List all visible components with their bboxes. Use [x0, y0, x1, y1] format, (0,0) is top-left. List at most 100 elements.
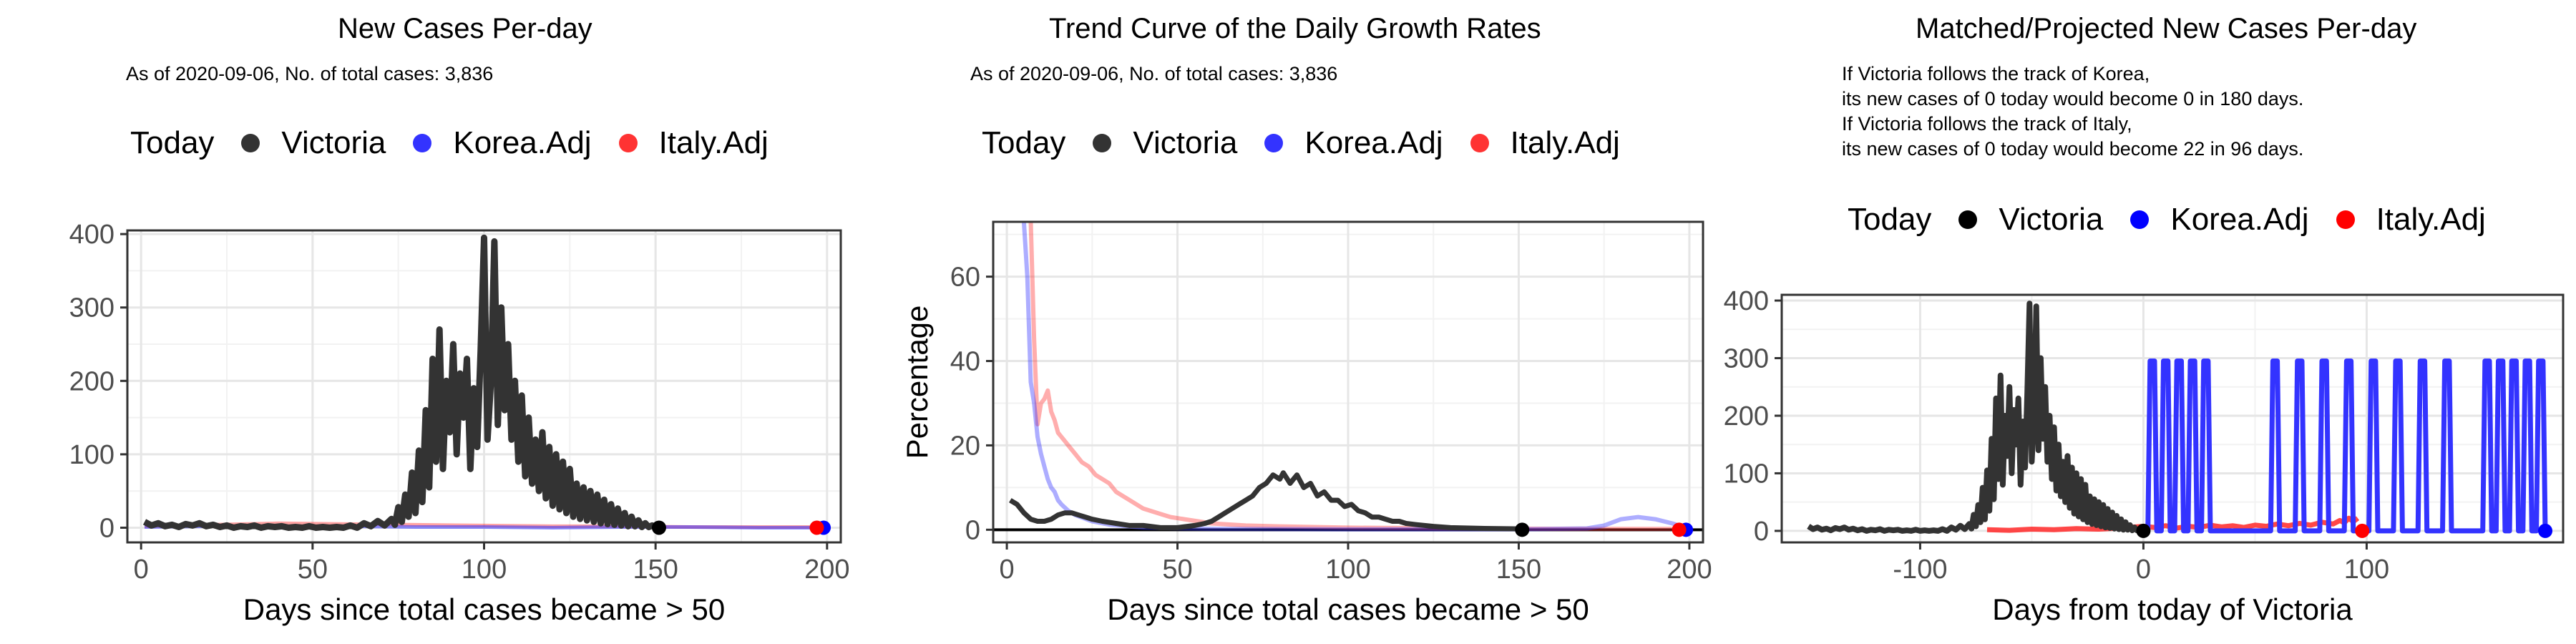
panel-growth-rates: Trend Curve of the Daily Growth Rates As… — [859, 0, 1717, 644]
legend-dot-icon — [241, 134, 260, 152]
legend-item-italy: Italy.Adj — [1470, 125, 1620, 161]
legend: Today Victoria Korea.Adj Italy.Adj — [982, 125, 1647, 161]
legend-label: Victoria — [1999, 202, 2104, 237]
plot-area — [993, 222, 1703, 537]
legend-dot-icon — [413, 134, 432, 152]
panel-title: Matched/Projected New Cases Per-day — [1916, 13, 2417, 44]
x-tick-label: -100 — [1893, 555, 1947, 585]
y-tick-label: 40 — [950, 347, 980, 377]
y-tick-label: 100 — [1724, 459, 1769, 489]
y-tick-label: 0 — [1754, 517, 1769, 547]
x-tick-label: 50 — [298, 555, 328, 585]
legend-item-italy: Italy.Adj — [2336, 202, 2486, 238]
x-tick-label: 100 — [462, 555, 507, 585]
legend-label: Italy.Adj — [2376, 202, 2486, 237]
series-line-korea-adj — [2143, 358, 2548, 534]
x-tick-label: 100 — [2344, 555, 2389, 585]
y-tick-label: 400 — [69, 220, 114, 250]
today-point-italy-adj — [1672, 522, 1687, 537]
y-tick-label: 400 — [1724, 286, 1769, 316]
y-tick-label: 60 — [950, 263, 980, 293]
x-axis-label: Days since total cases became > 50 — [243, 592, 726, 626]
series-line-victoria — [1008, 470, 1523, 532]
projection-note: If Victoria follows the track of Korea, — [1842, 63, 2150, 84]
legend-dot-icon — [1093, 134, 1112, 152]
y-tick-label: 100 — [69, 440, 114, 470]
legend-dot-icon — [1470, 134, 1489, 152]
legend-label: Korea.Adj — [453, 125, 592, 160]
y-tick-label: 200 — [69, 366, 114, 396]
x-tick-label: 200 — [804, 555, 849, 585]
x-tick-label: 200 — [1667, 555, 1712, 585]
plot-area — [142, 234, 831, 535]
chart-2: 0 50 100 150 200 0 20 40 60 Days since total case… — [900, 220, 1712, 626]
legend-dot-icon — [2336, 210, 2355, 229]
x-tick-label: 150 — [633, 555, 678, 585]
plot-area — [1807, 301, 2553, 538]
legend-label: Korea.Adj — [2170, 202, 2309, 237]
today-point-victoria — [2136, 523, 2151, 538]
y-tick-label: 300 — [1724, 344, 1769, 374]
panel-subtitle: As of 2020-09-06, No. of total cases: 3,… — [970, 63, 1338, 84]
legend: Today Victoria Korea.Adj Italy.Adj — [130, 125, 796, 161]
x-tick-label: 50 — [1162, 555, 1192, 585]
x-tick-label: 0 — [2136, 555, 2151, 585]
legend-title: Today — [1848, 202, 1932, 237]
today-point-korea-adj — [2538, 523, 2553, 538]
x-tick-label: 150 — [1496, 555, 1541, 585]
series-line-italy-adj — [1028, 222, 1679, 532]
projection-note: If Victoria follows the track of Italy, — [1842, 113, 2132, 135]
legend-label: Victoria — [281, 125, 386, 160]
x-axis-label: Days from today of Victoria — [1992, 592, 2353, 626]
panel-title: Trend Curve of the Daily Growth Rates — [1049, 13, 1541, 44]
panel-subtitle: As of 2020-09-06, No. of total cases: 3,… — [126, 63, 494, 84]
panel-new-cases: New Cases Per-day As of 2020-09-06, No. … — [0, 0, 859, 644]
x-axis-label: Days since total cases became > 50 — [1107, 592, 1589, 626]
chart-3: -100 0 100 0 100 200 300 400 Days from today of … — [1724, 286, 2565, 626]
plot-border — [992, 220, 1704, 544]
y-tick-label: 0 — [965, 515, 980, 545]
y-tick-label: 300 — [69, 293, 114, 323]
x-tick-label: 100 — [1325, 555, 1370, 585]
today-point-victoria — [1515, 522, 1530, 537]
y-tick-label: 200 — [1724, 401, 1769, 431]
x-tick-label: 0 — [134, 555, 149, 585]
legend: Today Victoria Korea.Adj Italy.Adj — [1848, 202, 2513, 238]
y-axis-label: Percentage — [900, 306, 934, 459]
today-point-italy-adj — [809, 520, 824, 535]
projection-note: its new cases of 0 today would become 0 … — [1842, 88, 2304, 109]
legend-item-korea: Korea.Adj — [2130, 202, 2309, 238]
y-tick-label: 20 — [950, 431, 980, 461]
legend-label: Korea.Adj — [1304, 125, 1443, 160]
panel-title: New Cases Per-day — [338, 13, 592, 44]
legend-title: Today — [982, 125, 1066, 160]
legend-item-victoria: Victoria — [1093, 125, 1237, 161]
legend-label: Italy.Adj — [1510, 125, 1620, 160]
legend-dot-icon — [618, 134, 638, 152]
legend-item-korea: Korea.Adj — [413, 125, 592, 161]
series-line-victoria — [1807, 301, 2145, 534]
legend-dot-icon — [1958, 210, 1978, 229]
legend-title: Today — [130, 125, 215, 160]
legend-label: Italy.Adj — [658, 125, 769, 160]
legend-dot-icon — [2130, 210, 2150, 229]
series-line-victoria — [142, 234, 660, 531]
legend-item-victoria: Victoria — [1958, 202, 2103, 238]
legend-dot-icon — [1264, 134, 1284, 152]
plot-border — [1780, 293, 2565, 544]
series-line-italy-adj — [1986, 515, 2360, 533]
legend-item-korea: Korea.Adj — [1264, 125, 1443, 161]
panel-projected-cases: Matched/Projected New Cases Per-day If V… — [1717, 0, 2576, 644]
legend-label: Victoria — [1133, 125, 1238, 160]
legend-item-italy: Italy.Adj — [618, 125, 769, 161]
chart-1: 0 50 100 150 200 0 100 200 300 400 Days since tota… — [69, 220, 850, 626]
x-tick-label: 0 — [1000, 555, 1015, 585]
projection-note: its new cases of 0 today would become 22… — [1842, 138, 2304, 160]
today-point-victoria — [651, 520, 666, 535]
y-tick-label: 0 — [99, 513, 114, 543]
plot-border — [126, 229, 842, 544]
series-line-korea-adj — [1021, 222, 1687, 532]
today-point-italy-adj — [2355, 523, 2370, 538]
legend-item-victoria: Victoria — [241, 125, 386, 161]
